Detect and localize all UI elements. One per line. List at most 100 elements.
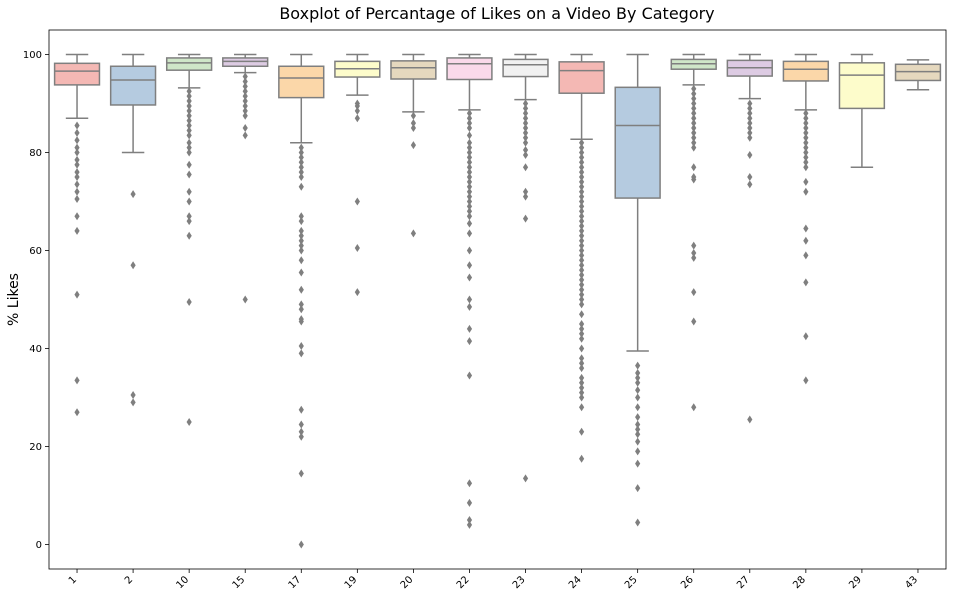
outlier-point bbox=[578, 251, 585, 260]
outlier-point bbox=[466, 324, 473, 333]
outlier-point bbox=[691, 163, 697, 172]
outlier-point bbox=[691, 288, 697, 297]
outlier-point bbox=[747, 119, 753, 128]
outlier-point bbox=[186, 217, 192, 226]
outlier-point bbox=[578, 388, 585, 397]
iqr-box bbox=[278, 65, 325, 99]
outlier-point bbox=[578, 192, 585, 201]
outlier-point bbox=[354, 114, 360, 123]
outlier-point bbox=[354, 244, 360, 253]
outlier-point bbox=[186, 143, 192, 152]
plot-area: 0 20 40 60 80 100 1 2 10 15 17 19 20 22 23 24 25 26 27 28 29… bbox=[23, 29, 947, 591]
outlier-point bbox=[803, 224, 809, 233]
outlier-point bbox=[298, 231, 304, 240]
outlier-point bbox=[354, 197, 360, 206]
outlier-point bbox=[522, 133, 529, 142]
outlier-point bbox=[466, 498, 473, 507]
outlier-point bbox=[691, 94, 697, 103]
x-tick-label: 17 bbox=[287, 574, 304, 591]
outlier-point bbox=[298, 212, 304, 221]
outlier-point bbox=[466, 219, 473, 228]
outlier-point bbox=[466, 124, 473, 132]
outlier-point bbox=[803, 251, 809, 260]
outlier-point bbox=[691, 84, 697, 93]
box-17 bbox=[278, 53, 325, 549]
outlier-point bbox=[578, 168, 585, 177]
outlier-point bbox=[578, 290, 585, 299]
outlier-point bbox=[298, 168, 304, 177]
outlier-point bbox=[298, 163, 304, 172]
outlier-point bbox=[635, 393, 641, 402]
box-20 bbox=[390, 53, 437, 238]
outlier-point bbox=[74, 290, 80, 299]
outlier-point bbox=[691, 104, 697, 113]
outlier-point bbox=[691, 175, 697, 184]
outlier-point bbox=[747, 109, 753, 118]
outlier-point bbox=[635, 459, 641, 468]
outlier-point bbox=[298, 432, 304, 441]
outlier-point bbox=[578, 197, 585, 206]
outlier-point bbox=[578, 217, 585, 226]
outlier-point bbox=[691, 89, 697, 98]
outlier-point bbox=[298, 143, 304, 152]
outlier-point bbox=[803, 278, 809, 287]
x-tick-label: 28 bbox=[791, 574, 808, 591]
outlier-point bbox=[578, 378, 585, 387]
box-19 bbox=[334, 53, 381, 297]
chart-title: Boxplot of Percantage of Likes on a Vide… bbox=[279, 4, 714, 23]
outlier-point bbox=[578, 236, 585, 245]
outlier-point bbox=[803, 153, 809, 162]
outlier-point bbox=[578, 275, 585, 284]
outlier-point bbox=[186, 231, 192, 240]
outlier-point bbox=[242, 295, 248, 304]
outlier-point bbox=[242, 82, 248, 91]
outlier-point bbox=[747, 99, 753, 108]
outlier-point bbox=[466, 153, 473, 162]
outlier-point bbox=[578, 241, 585, 250]
outlier-point bbox=[242, 92, 248, 101]
outlier-point bbox=[691, 138, 697, 147]
outlier-point bbox=[298, 427, 304, 436]
y-tick-label: 40 bbox=[29, 344, 42, 355]
outlier-point bbox=[298, 305, 304, 314]
outlier-point bbox=[522, 163, 529, 172]
outlier-point bbox=[242, 77, 248, 86]
outlier-point bbox=[522, 138, 529, 147]
outlier-point bbox=[803, 163, 809, 172]
iqr-box bbox=[782, 60, 830, 82]
iqr-box bbox=[558, 61, 605, 94]
outlier-point bbox=[354, 106, 360, 115]
iqr-box bbox=[165, 57, 213, 71]
outlier-point bbox=[803, 143, 809, 152]
outlier-point bbox=[578, 256, 585, 265]
outlier-point bbox=[74, 187, 80, 196]
outlier-point bbox=[578, 231, 585, 240]
outlier-point bbox=[466, 168, 473, 177]
outlier-point bbox=[466, 295, 473, 304]
outlier-point bbox=[298, 217, 304, 226]
outlier-point bbox=[466, 173, 473, 181]
y-tick-label: 20 bbox=[29, 442, 42, 453]
outlier-point bbox=[130, 190, 136, 199]
outlier-point bbox=[803, 109, 809, 118]
box-43 bbox=[894, 59, 942, 91]
outlier-point bbox=[466, 246, 473, 255]
outlier-point bbox=[803, 119, 809, 128]
outlier-point bbox=[691, 317, 697, 326]
outlier-point bbox=[74, 195, 80, 204]
outlier-point bbox=[298, 300, 304, 309]
outlier-point bbox=[635, 447, 641, 456]
outlier-point bbox=[578, 295, 585, 304]
outlier-point bbox=[522, 214, 529, 223]
outlier-point bbox=[635, 425, 641, 434]
outlier-point bbox=[578, 173, 585, 181]
outlier-point bbox=[186, 92, 192, 101]
outlier-point bbox=[522, 119, 529, 128]
outlier-point bbox=[74, 376, 80, 385]
outlier-point bbox=[466, 138, 473, 147]
outlier-point bbox=[803, 177, 809, 186]
outlier-point bbox=[803, 376, 809, 385]
x-tick-label: 20 bbox=[399, 574, 416, 591]
y-tick-label: 0 bbox=[36, 540, 42, 551]
outlier-point bbox=[747, 114, 753, 123]
